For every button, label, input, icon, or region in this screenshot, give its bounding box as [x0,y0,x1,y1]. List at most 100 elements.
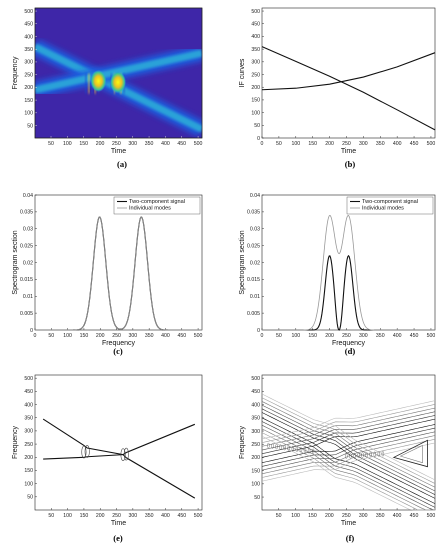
contour-artefact [345,453,348,459]
y-tick-label: 0.005 [247,311,260,317]
y-tick-label: 250 [251,442,260,448]
x-tick-label: 50 [48,513,54,519]
legend-label: Individual modes [129,206,171,212]
contour-line [261,431,436,471]
x-tick-label: 50 [48,141,54,147]
y-tick-label: 0.025 [247,243,260,249]
y-tick-label: 500 [24,9,33,15]
contour-artefact [267,442,270,449]
y-tick-label: 200 [24,455,33,461]
plot-frame [261,194,436,331]
x-tick-label: 0 [261,141,264,147]
contour-line [261,436,435,511]
panel-label: (e) [113,533,123,543]
y-axis-label: IF curves [239,58,246,87]
contour-artefact [373,451,376,457]
contour-line [261,421,436,508]
contour-artefact [295,446,299,452]
y-tick-label: 0.03 [23,227,33,233]
x-tick-label: 500 [427,141,436,147]
x-axis-label: Time [341,520,356,527]
y-tick-label: 0.02 [23,260,33,266]
x-tick-label: 150 [308,513,317,519]
x-tick-label: 300 [359,513,368,519]
y-tick-label: 300 [251,429,260,435]
contour-line [261,404,436,443]
x-tick-label: 400 [161,141,170,147]
contour-artefact [361,452,364,458]
x-tick-label: 200 [96,513,105,519]
x-tick-label: 300 [129,513,138,519]
x-tick-label: 100 [63,141,72,147]
contour-closed [392,439,428,468]
contour-artefact [279,444,282,450]
contour-line [261,404,436,492]
ridge-loop [84,445,90,458]
legend-label: Two-component signal [129,199,185,205]
x-tick-label: 250 [342,333,351,339]
y-tick-label: 400 [251,402,260,408]
contour-artefact [369,451,372,458]
contour-artefact [287,445,290,451]
x-tick-label: 350 [376,513,385,519]
y-tick-label: 200 [251,455,260,461]
x-tick-label: 200 [96,333,105,339]
x-tick-label: 300 [359,333,368,339]
contour-artefact [303,447,307,453]
x-tick-label: 400 [393,513,402,519]
x-tick-label: 450 [177,141,186,147]
y-tick-label: 450 [24,389,33,395]
y-tick-label: 0 [30,328,33,334]
y-tick-label: 400 [24,402,33,408]
y-tick-label: 0.025 [20,243,33,249]
y-tick-label: 0.01 [250,294,260,300]
contour-line [261,438,436,478]
y-tick-label: 0 [257,136,260,142]
y-tick-label: 400 [251,34,260,40]
contour-line [261,424,436,464]
x-tick-label: 200 [325,333,334,339]
x-tick-label: 350 [376,333,385,339]
x-tick-label: 100 [291,513,300,519]
x-tick-label: 300 [128,141,137,147]
y-tick-label: 150 [251,98,260,104]
y-tick-label: 150 [251,468,260,474]
interference-stripe [88,73,90,94]
y-tick-label: 400 [24,34,33,40]
x-tick-label: 200 [325,141,334,147]
y-tick-label: 450 [251,389,260,395]
x-tick-label: 50 [276,513,282,519]
y-tick-label: 100 [24,481,33,487]
x-tick-label: 350 [145,513,154,519]
y-tick-label: 0.02 [250,260,260,266]
contour-artefact [283,444,286,451]
contour-line [261,427,436,467]
contour-line [261,411,436,451]
x-tick-label: 350 [376,141,385,147]
contour-line [261,428,435,511]
y-tick-label: 300 [24,60,33,66]
x-tick-label: 500 [194,141,203,147]
y-tick-label: 0.015 [20,277,33,283]
x-tick-label: 200 [325,513,334,519]
panel-a: 50 100 150 200 250 300 350 400 450 500 50 100 150 200… [12,7,203,169]
y-axis-label: Spectrogram section [12,230,19,294]
y-tick-label: 50 [254,123,260,129]
x-tick-label: 0 [261,333,264,339]
x-tick-label: 100 [291,141,300,147]
contour-closed [399,445,423,464]
x-tick-label: 50 [276,333,282,339]
contour-line [261,417,436,504]
plot-frame [34,194,203,331]
x-tick-label: 150 [308,333,317,339]
contour-line [261,442,436,482]
contour-artefact [291,446,295,452]
contour-artefact [365,452,368,458]
x-axis-label: Frequency [332,340,366,347]
contour-artefact [271,443,274,449]
y-tick-label: 300 [251,60,260,66]
legend-label: Individual modes [362,206,404,212]
x-tick-label: 0 [34,333,37,339]
x-axis-label: Time [341,148,356,155]
